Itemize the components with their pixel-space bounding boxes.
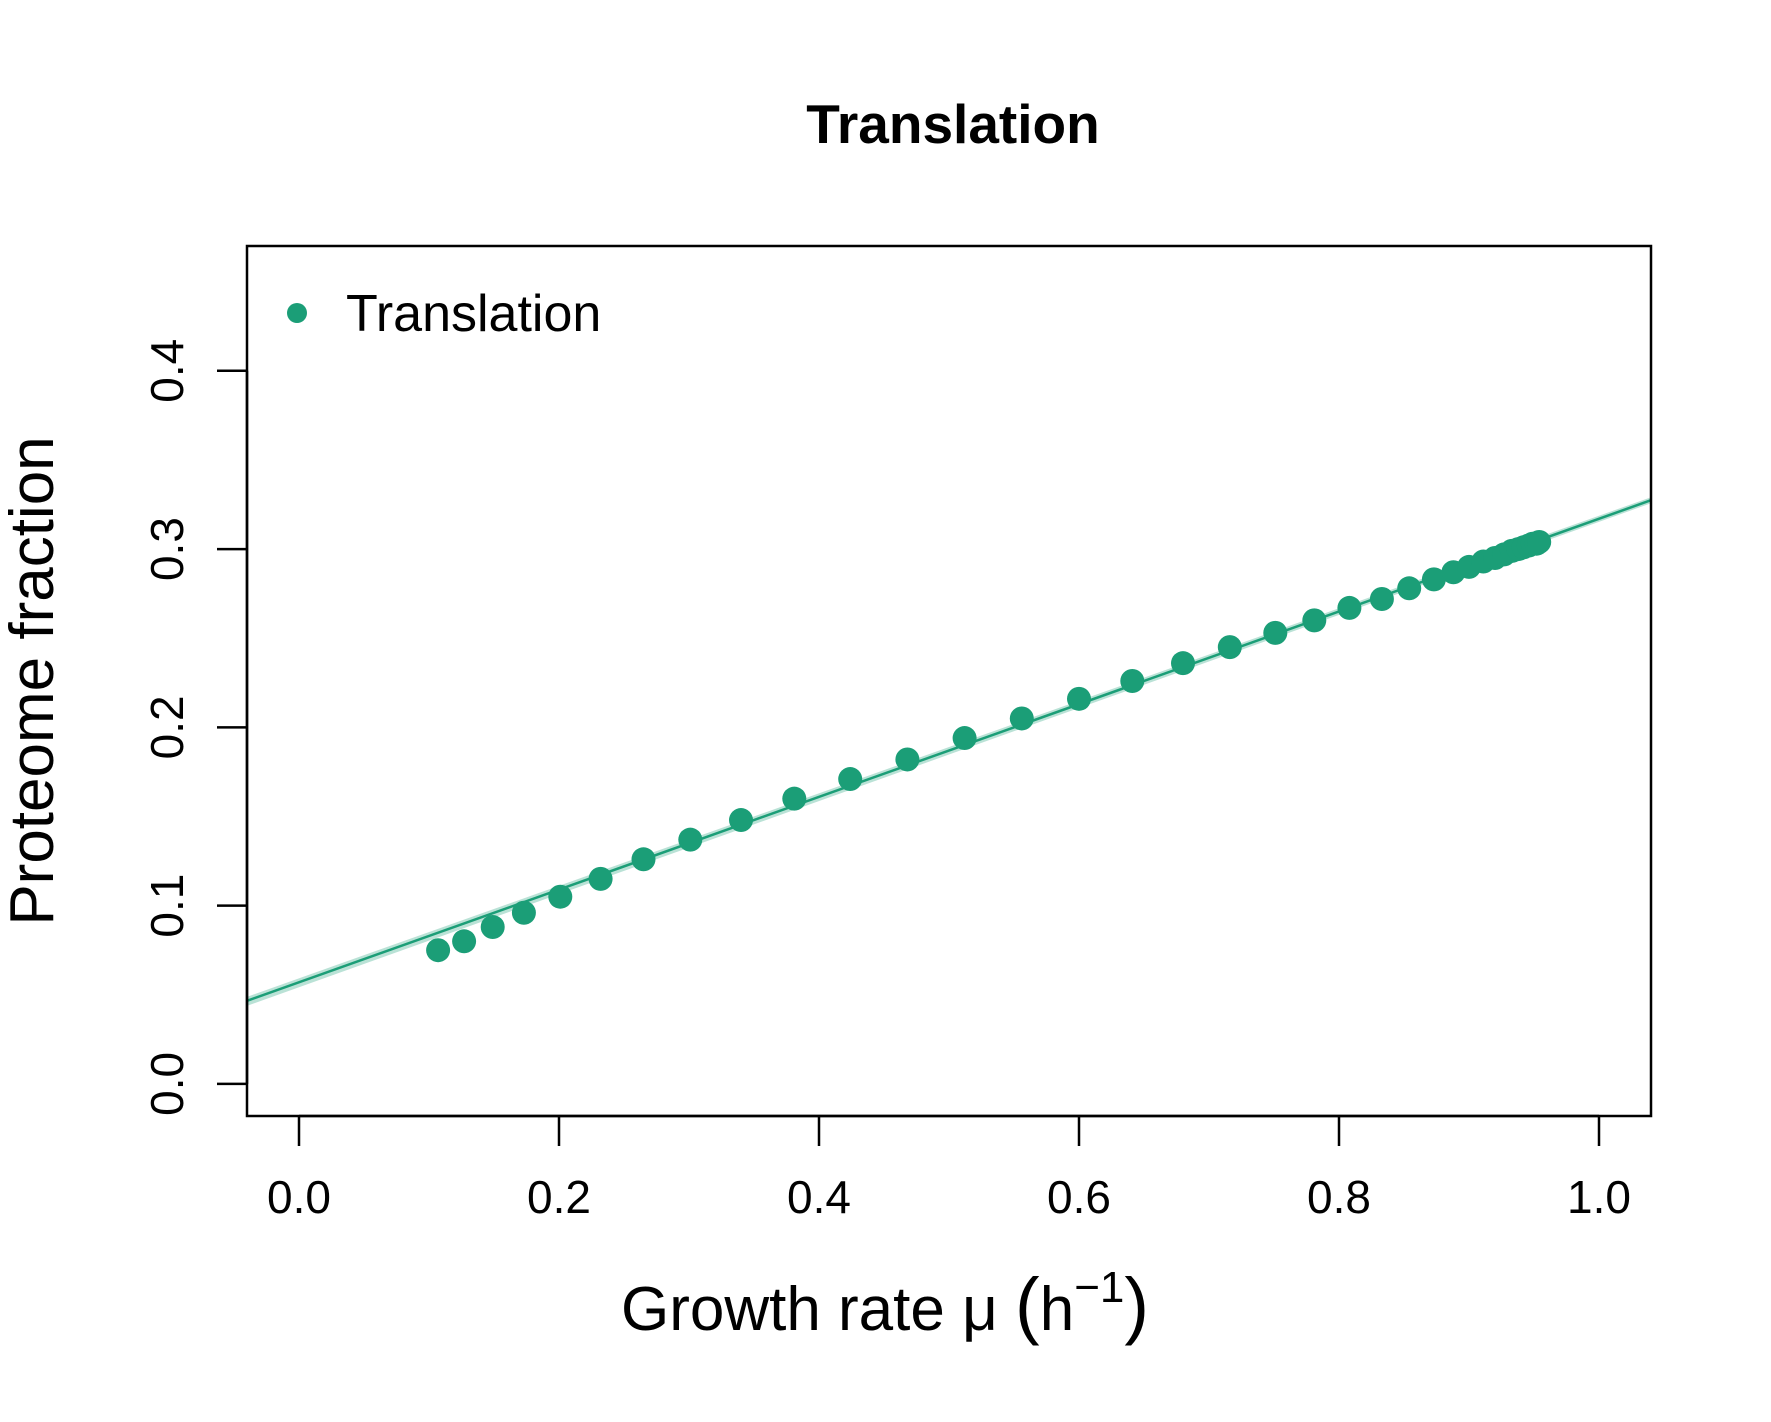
x-tick-label: 1.0	[1567, 1171, 1631, 1223]
data-point	[1120, 669, 1145, 693]
data-point	[1337, 595, 1362, 620]
y-tick-label: 0.3	[141, 517, 193, 581]
x-tick-label: 0.8	[1307, 1171, 1371, 1223]
x-tick-label: 0.2	[527, 1171, 591, 1223]
data-point	[895, 747, 920, 772]
data-point	[729, 808, 753, 833]
data-point	[1263, 620, 1288, 645]
x-tick-label: 0.6	[1047, 1171, 1111, 1223]
data-points	[426, 529, 1552, 963]
data-point	[952, 726, 977, 751]
data-point	[452, 929, 477, 954]
legend: Translation	[287, 285, 601, 343]
data-point	[426, 938, 451, 963]
data-point	[1369, 586, 1394, 611]
data-point	[1397, 576, 1422, 601]
data-point	[548, 884, 573, 909]
data-point	[588, 866, 613, 891]
y-tick-label: 0.2	[141, 695, 193, 759]
data-point	[1421, 567, 1446, 592]
y-tick-label: 0.0	[141, 1052, 193, 1116]
x-axis-label: Growth rate μ (h−1)	[621, 1263, 1149, 1346]
data-point	[1527, 529, 1552, 554]
legend-marker	[287, 303, 307, 323]
data-point	[511, 900, 536, 925]
data-point	[1171, 651, 1195, 676]
x-axis-label-main: Growth rate μ	[621, 1275, 1015, 1344]
x-axis-label-paren-close: )	[1124, 1263, 1149, 1346]
data-point	[1009, 706, 1034, 731]
x-axis: 0.0 0.2 0.4 0.6 0.8 1.0	[267, 1114, 1631, 1223]
x-axis-label-exponent: −1	[1074, 1263, 1124, 1312]
data-point	[838, 767, 863, 792]
chart-title: Translation	[806, 93, 1099, 155]
data-point	[1302, 608, 1327, 633]
data-point	[1217, 635, 1242, 660]
x-axis-label-unit: h	[1040, 1275, 1074, 1344]
y-tick-label: 0.1	[141, 874, 193, 938]
data-point	[678, 827, 703, 852]
x-axis-label-paren-open: (	[1015, 1263, 1040, 1346]
data-point	[1067, 686, 1091, 711]
legend-label: Translation	[346, 285, 601, 343]
x-tick-label: 0.0	[267, 1171, 331, 1223]
x-tick-label: 0.4	[787, 1171, 851, 1223]
data-point	[631, 847, 656, 872]
plot-frame	[245, 244, 1653, 1118]
y-tick-label: 0.4	[141, 339, 193, 403]
data-point	[480, 915, 505, 940]
data-point	[782, 786, 807, 811]
y-axis: 0.0 0.1 0.2 0.3 0.4	[141, 339, 249, 1116]
y-axis-label: Proteome fraction	[0, 436, 67, 925]
